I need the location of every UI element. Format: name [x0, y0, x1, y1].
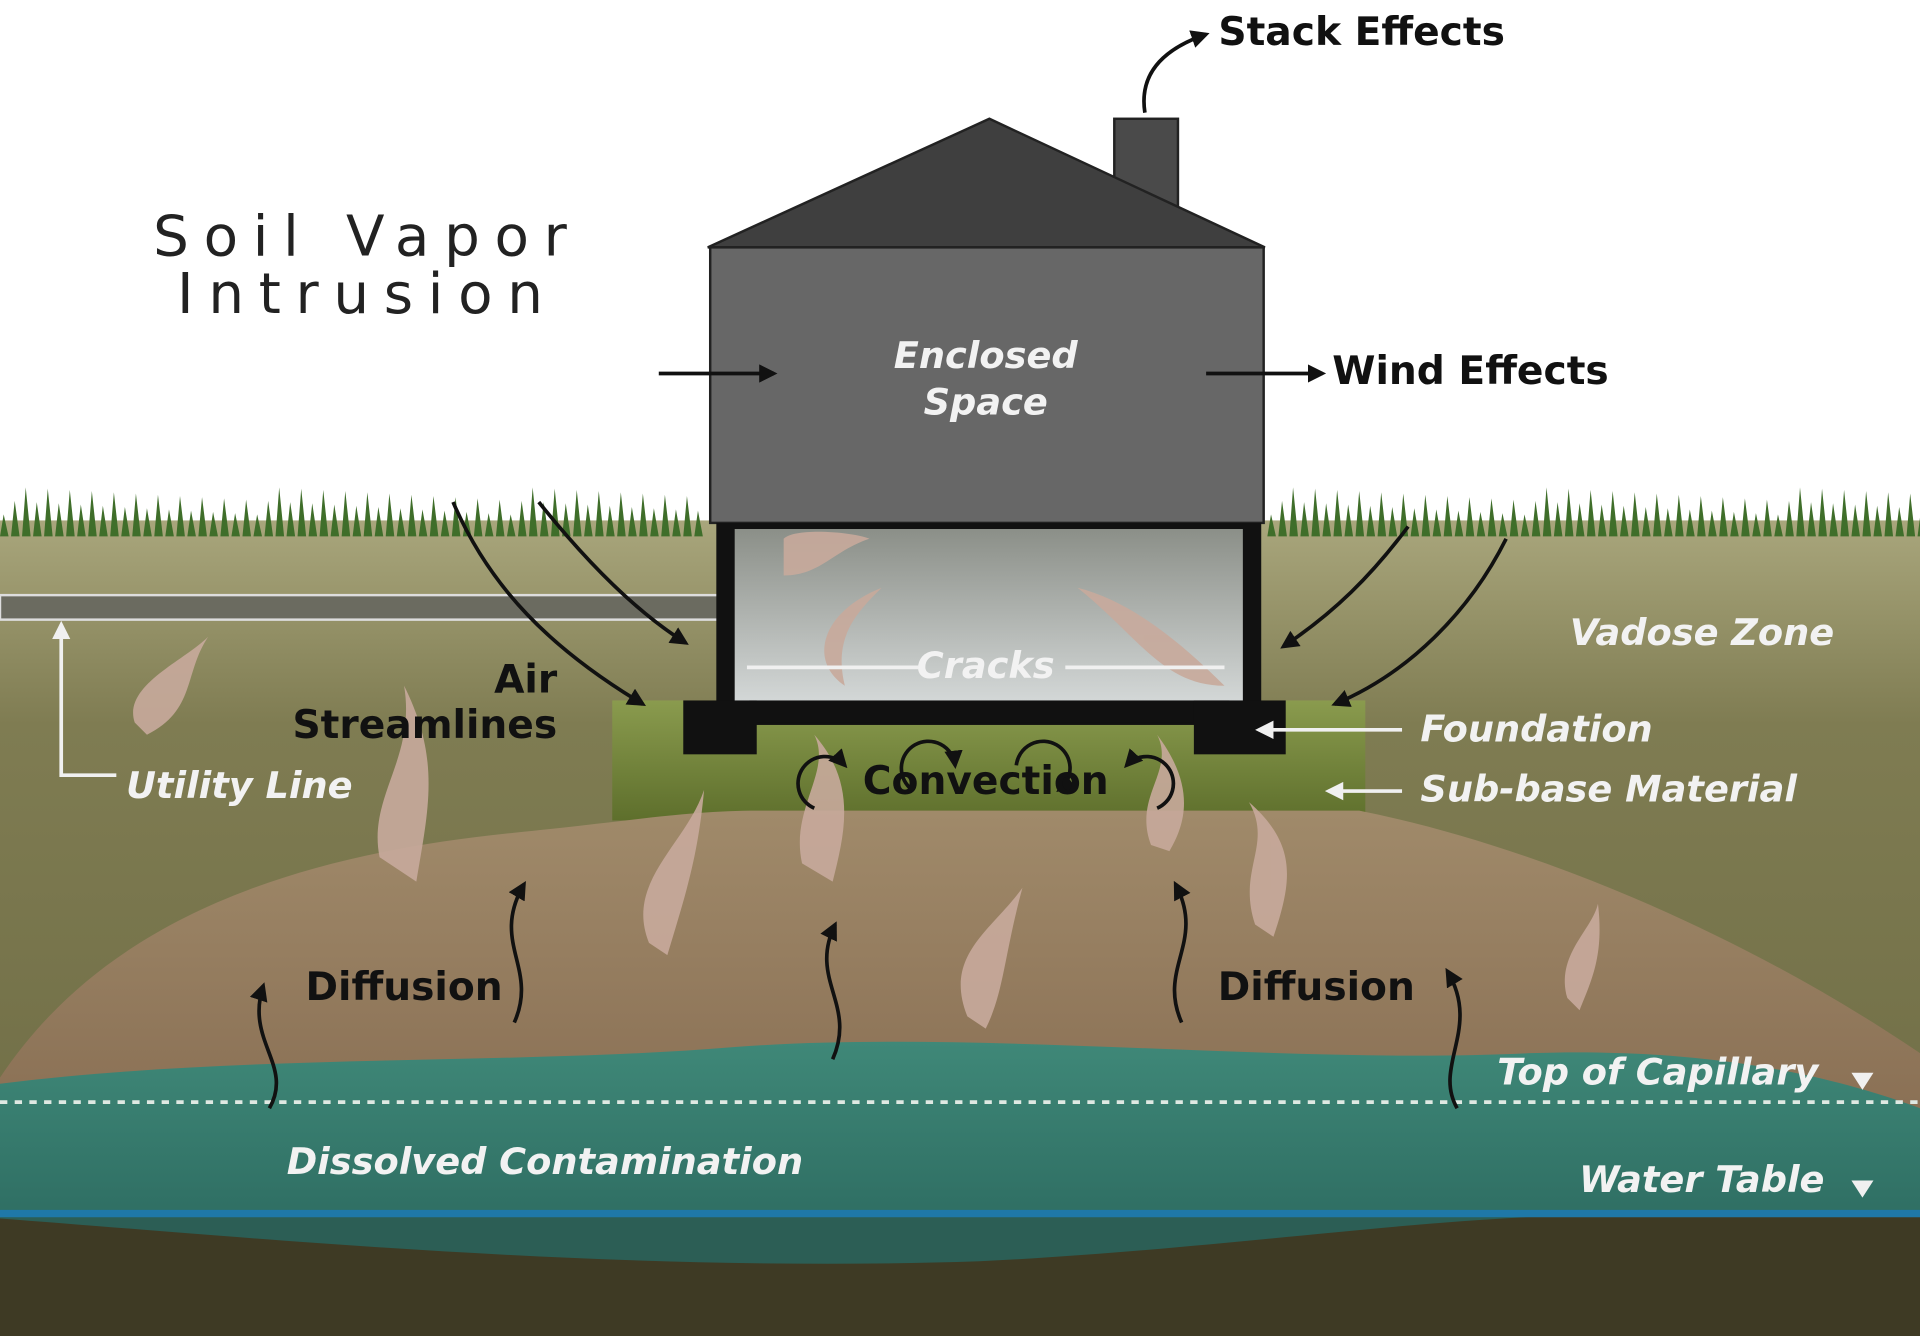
title: Soil Vapor [153, 205, 581, 270]
label: Water Table [1579, 1158, 1824, 1201]
footing [1194, 700, 1286, 754]
label: Foundation [1420, 708, 1652, 751]
label: Stack Effects [1218, 10, 1505, 55]
label: Cracks [917, 644, 1055, 687]
label: Space [924, 381, 1048, 424]
label: Diffusion [1218, 965, 1415, 1010]
label: Utility Line [126, 764, 352, 807]
label: Air [494, 658, 558, 703]
label: Convection [863, 759, 1109, 804]
label: Vadose Zone [1570, 611, 1834, 654]
title: Intrusion [177, 262, 558, 327]
slab [749, 700, 1229, 722]
stack-arrow [1144, 34, 1206, 112]
label: Diffusion [306, 965, 503, 1010]
diagram: Soil Vapor Intrusion Stack Effects Wind … [0, 0, 1920, 1336]
roof [708, 119, 1265, 248]
footing [683, 700, 756, 754]
label: Wind Effects [1332, 349, 1609, 394]
label: Sub-base Material [1420, 768, 1797, 811]
label: Streamlines [292, 703, 557, 748]
label: Enclosed [894, 334, 1079, 377]
label: Dissolved Contamination [287, 1140, 803, 1183]
label: Top of Capillary [1497, 1050, 1820, 1093]
